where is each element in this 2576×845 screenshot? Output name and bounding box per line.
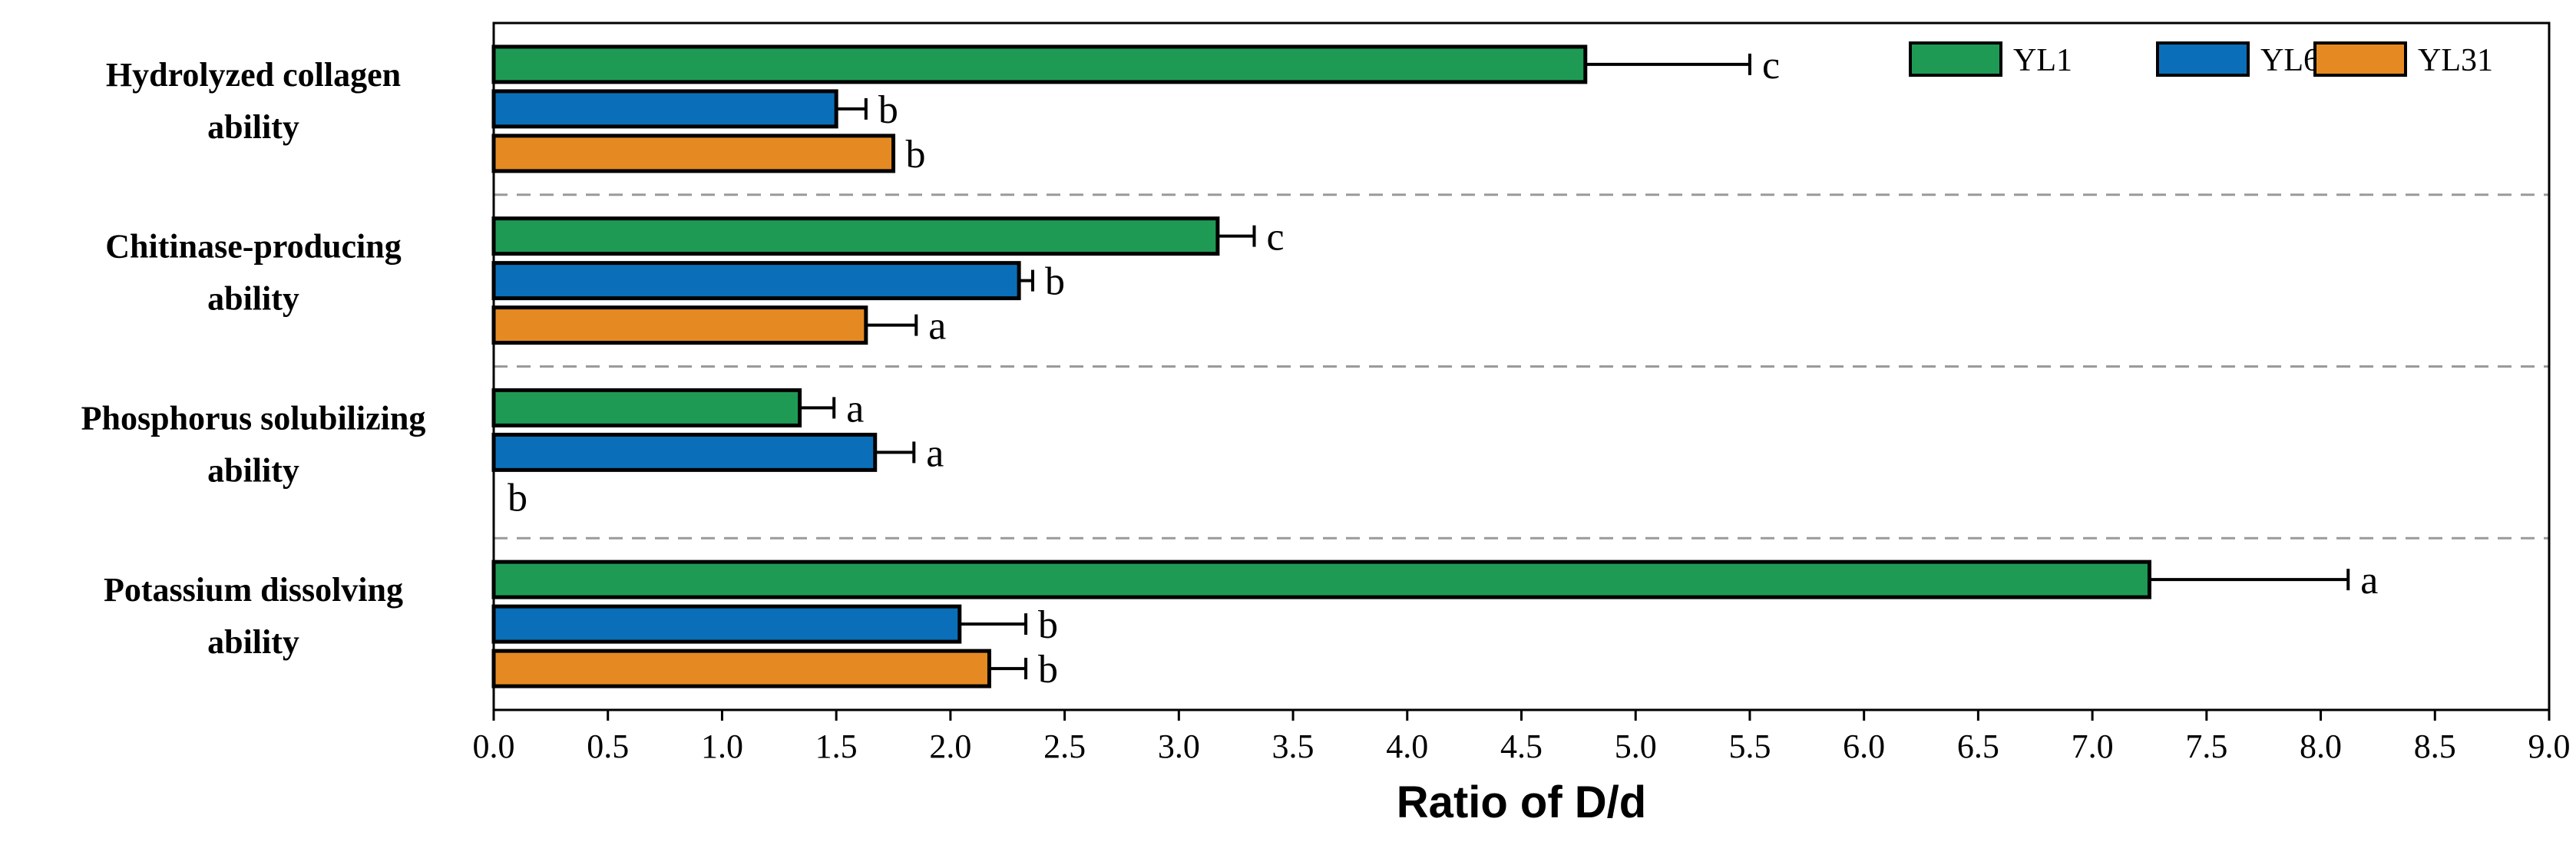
significance-letter: a <box>846 387 864 431</box>
error-bars <box>799 53 2350 680</box>
significance-letter: b <box>1038 648 1058 692</box>
category-label-line: ability <box>207 451 299 489</box>
bar <box>491 216 1220 256</box>
plot-frame <box>492 21 2551 711</box>
significance-letter: b <box>878 88 898 132</box>
legend: YL1 YL6 YL31 <box>1909 41 2493 78</box>
x-tick-label: 8.5 <box>2414 728 2456 765</box>
category-label: Chitinase-producing ability <box>105 228 402 318</box>
bar <box>491 89 838 129</box>
legend-label: YL6 <box>2260 43 2320 78</box>
category-label-line: ability <box>207 280 299 318</box>
category-label-line: Potassium dissolving <box>104 571 403 609</box>
separator-lines <box>494 193 2549 540</box>
x-tick-label: 8.0 <box>2300 728 2342 765</box>
bar <box>491 305 868 345</box>
legend-label: YL1 <box>2013 43 2072 78</box>
significance-letter: a <box>2360 559 2378 602</box>
category-label: Hydrolyzed collagen ability <box>106 56 401 146</box>
category-labels: Hydrolyzed collagen abilityChitinase-prod… <box>81 56 426 661</box>
bar <box>491 559 2151 599</box>
x-tick-label: 3.5 <box>1272 728 1314 765</box>
bar <box>491 649 991 688</box>
legend-label: YL31 <box>2418 43 2493 78</box>
x-axis-title: Ratio of D/d <box>1397 777 1646 827</box>
significance-letter: b <box>1045 260 1065 304</box>
x-tick-label: 0.5 <box>587 728 629 765</box>
significance-letter: b <box>906 133 926 177</box>
significance-letter: a <box>928 305 946 348</box>
x-axis: 0.0 0.5 1.0 1.5 2.0 2.5 3.0 3.5 4.0 4.5 5.0 5.5 6.0 6… <box>473 710 2571 765</box>
bar <box>491 604 962 644</box>
category-label-line: ability <box>207 108 299 146</box>
category-label-line: Phosphorus solubilizing <box>81 399 426 437</box>
x-tick-label: 1.0 <box>701 728 743 765</box>
x-tick-label: 9.0 <box>2528 728 2571 765</box>
x-tick-label: 5.5 <box>1728 728 1771 765</box>
bar <box>491 261 1021 301</box>
category-label: Potassium dissolving ability <box>104 571 403 661</box>
x-tick-label: 4.5 <box>1500 728 1543 765</box>
x-tick-label: 2.5 <box>1043 728 1086 765</box>
bar <box>491 388 802 427</box>
legend-swatch <box>2313 41 2407 77</box>
x-tick-label: 0.0 <box>473 728 515 765</box>
category-label: Phosphorus solubilizing ability <box>81 399 426 489</box>
x-tick-label: 6.5 <box>1957 728 1999 765</box>
x-tick-label: 4.0 <box>1386 728 1428 765</box>
category-label-line: Chitinase-producing <box>105 228 402 266</box>
x-tick-label: 5.0 <box>1615 728 1657 765</box>
bar <box>491 432 878 472</box>
x-tick-label: 1.5 <box>815 728 858 765</box>
x-tick-label: 7.5 <box>2185 728 2227 765</box>
significance-letter: c <box>1762 44 1780 87</box>
legend-swatch <box>2156 41 2250 77</box>
legend-swatch <box>1909 41 2002 77</box>
x-tick-label: 6.0 <box>1843 728 1885 765</box>
x-tick-label: 3.0 <box>1158 728 1200 765</box>
bar <box>491 45 1588 84</box>
significance-letter: a <box>926 431 944 475</box>
significance-letter: c <box>1266 216 1284 259</box>
x-tick-label: 2.0 <box>929 728 971 765</box>
category-label-line: ability <box>207 623 299 661</box>
bar <box>491 134 896 173</box>
significance-letter: b <box>1038 603 1058 647</box>
category-label-line: Hydrolyzed collagen <box>106 56 401 94</box>
significance-letter: b <box>508 476 527 520</box>
x-tick-label: 7.0 <box>2072 728 2114 765</box>
